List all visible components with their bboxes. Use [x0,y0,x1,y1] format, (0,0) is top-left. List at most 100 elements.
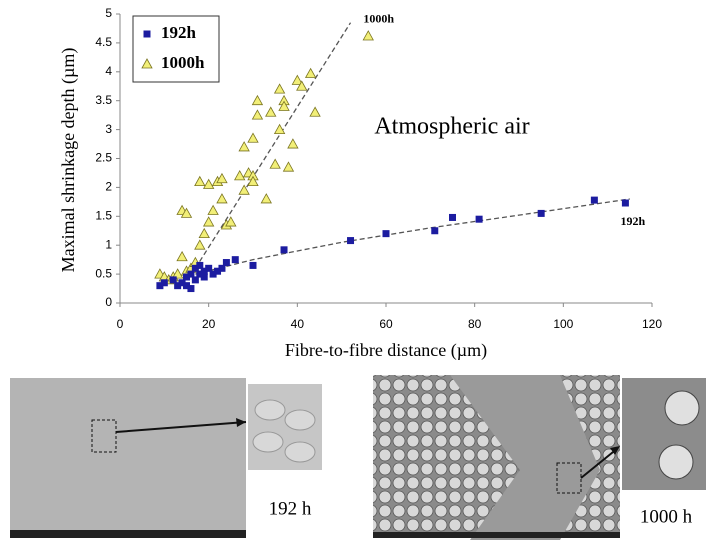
point [247,175,259,187]
point [282,161,295,172]
point [178,279,186,287]
x-tick-label: 80 [468,317,482,331]
fibre [658,444,694,480]
sem-footer [373,532,620,538]
point [238,141,250,152]
point [273,83,286,94]
point [222,259,230,267]
arrow-head [236,418,246,427]
legend-marker [141,58,153,69]
point [196,270,204,278]
fibre [254,399,286,421]
y-tick-label: 4.5 [95,35,112,49]
point [218,264,226,272]
point [180,207,193,218]
point [269,158,281,169]
x-tick-label: 60 [379,317,393,331]
fibre [252,431,284,453]
point [202,216,215,227]
point [216,172,228,184]
point [296,80,308,91]
point [191,276,199,284]
point [431,227,439,235]
y-tick-label: 5 [105,6,112,20]
image-label: 1000 h [640,506,693,527]
sem-image [10,378,246,538]
point [169,276,177,284]
point [260,193,272,204]
point [194,239,206,250]
point [200,267,208,275]
point [171,268,184,279]
annotation: Atmospheric air [374,114,529,140]
fit-label: 1000h [363,12,394,26]
point [247,132,259,143]
point [249,261,257,269]
y-tick-label: 4 [105,64,112,78]
zoom-box [91,419,117,453]
fit-label: 192h [621,214,646,228]
point [382,230,390,238]
point [200,273,208,281]
x-tick-label: 0 [117,317,124,331]
x-tick-label: 100 [553,317,573,331]
point [347,237,355,245]
point [225,216,237,227]
arrow-head [610,446,620,455]
point [214,267,222,275]
zoom-box [556,462,582,494]
point [287,138,299,149]
point [273,123,286,135]
y-tick-label: 0 [105,295,112,309]
point [207,204,219,215]
y-tick-label: 0.5 [95,266,112,280]
image-label: 192 h [269,498,312,519]
fibre [284,441,316,463]
y-tick-label: 3 [105,122,112,136]
y-tick-label: 3.5 [95,93,112,107]
point [291,74,304,85]
fibre [284,409,316,431]
point [183,273,190,281]
point [160,279,168,287]
point [205,264,213,272]
y-tick-label: 1 [105,237,112,251]
point [191,264,199,272]
fit-line [194,22,352,269]
point [251,109,264,120]
point [309,106,321,117]
x-tick-label: 120 [642,317,662,331]
x-tick-label: 40 [291,317,305,331]
point [449,213,456,221]
point [590,196,598,204]
fibre [664,390,700,426]
x-tick-label: 20 [202,317,216,331]
point [475,215,483,223]
point [216,193,228,204]
matrix-region [450,375,600,540]
point [537,209,545,217]
y-tick-label: 1.5 [95,208,112,222]
point [198,227,210,239]
point [621,199,629,207]
point [156,282,164,290]
legend-marker [143,30,151,38]
point [209,270,217,278]
point [280,246,288,254]
legend-label: 192h [161,23,197,42]
legend-label: 1000h [161,53,205,72]
point [362,30,374,41]
point [174,282,182,290]
y-axis-title: Maximal shrinkage depth (µm) [58,48,79,273]
point [183,282,190,290]
sem-footer [10,530,246,538]
fit-line [195,198,630,275]
legend-box [132,15,220,83]
point [251,94,264,106]
y-tick-label: 2 [105,180,112,194]
point [187,285,195,293]
point [234,170,246,181]
zoom-arrow [115,421,247,433]
